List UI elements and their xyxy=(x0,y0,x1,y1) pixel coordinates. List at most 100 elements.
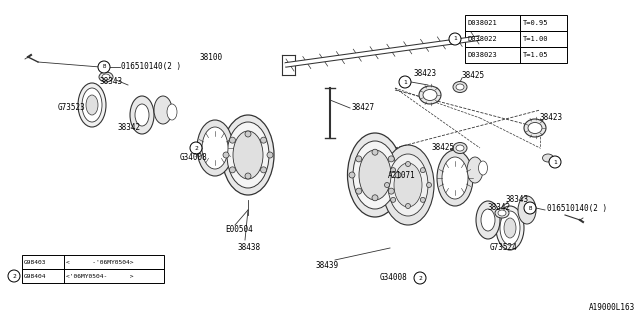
Text: B: B xyxy=(529,205,532,211)
Ellipse shape xyxy=(202,127,228,169)
Ellipse shape xyxy=(78,83,106,127)
Ellipse shape xyxy=(99,72,113,82)
Text: A19000L163: A19000L163 xyxy=(589,303,635,312)
Ellipse shape xyxy=(167,104,177,120)
Ellipse shape xyxy=(456,145,464,151)
Text: 38427: 38427 xyxy=(352,103,375,113)
Text: 2: 2 xyxy=(194,146,198,150)
Ellipse shape xyxy=(524,119,546,137)
Bar xyxy=(22,255,164,269)
Text: 38425: 38425 xyxy=(462,70,485,79)
Text: 38343: 38343 xyxy=(506,196,529,204)
Circle shape xyxy=(426,182,431,188)
Circle shape xyxy=(349,172,355,178)
Text: 38425: 38425 xyxy=(432,143,455,153)
Ellipse shape xyxy=(423,90,437,100)
Circle shape xyxy=(549,156,561,168)
Bar xyxy=(465,15,567,31)
Circle shape xyxy=(245,131,251,137)
Circle shape xyxy=(98,61,110,73)
Circle shape xyxy=(230,137,236,143)
Ellipse shape xyxy=(467,157,483,183)
Circle shape xyxy=(388,156,394,162)
Ellipse shape xyxy=(456,84,464,90)
Ellipse shape xyxy=(518,196,536,224)
Text: <'06MY0504-      >: <'06MY0504- > xyxy=(66,274,134,278)
Ellipse shape xyxy=(82,88,102,122)
Text: 38343: 38343 xyxy=(100,77,123,86)
Circle shape xyxy=(399,76,411,88)
Circle shape xyxy=(260,137,266,143)
Ellipse shape xyxy=(437,150,473,206)
Text: 016510140(2 ): 016510140(2 ) xyxy=(547,204,607,212)
Circle shape xyxy=(356,156,362,162)
Text: A21071: A21071 xyxy=(388,171,416,180)
Circle shape xyxy=(414,272,426,284)
Text: D038021: D038021 xyxy=(467,20,497,26)
Circle shape xyxy=(385,182,390,188)
Bar xyxy=(465,47,567,63)
Text: G34008: G34008 xyxy=(180,154,208,163)
Text: T=0.95: T=0.95 xyxy=(523,20,548,26)
Text: G73524: G73524 xyxy=(490,244,518,252)
Circle shape xyxy=(230,167,236,173)
Ellipse shape xyxy=(353,141,397,209)
Text: T=1.05: T=1.05 xyxy=(523,52,548,58)
Circle shape xyxy=(390,197,396,202)
Text: B: B xyxy=(102,65,106,69)
Text: 38439: 38439 xyxy=(315,260,338,269)
Circle shape xyxy=(372,149,378,155)
Ellipse shape xyxy=(227,122,269,188)
Ellipse shape xyxy=(543,154,554,162)
Ellipse shape xyxy=(495,208,509,218)
Ellipse shape xyxy=(130,96,154,134)
Ellipse shape xyxy=(504,218,516,238)
Text: 2: 2 xyxy=(418,276,422,281)
Text: 38342: 38342 xyxy=(118,124,141,132)
Ellipse shape xyxy=(359,150,391,200)
Text: 1: 1 xyxy=(403,79,407,84)
Ellipse shape xyxy=(500,211,520,245)
Circle shape xyxy=(260,167,266,173)
Ellipse shape xyxy=(496,206,524,250)
Ellipse shape xyxy=(498,210,506,216)
Ellipse shape xyxy=(388,154,428,216)
Text: G98403: G98403 xyxy=(24,260,47,265)
Ellipse shape xyxy=(442,157,468,199)
Ellipse shape xyxy=(348,133,403,217)
Text: T=1.00: T=1.00 xyxy=(523,36,548,42)
Ellipse shape xyxy=(86,95,98,115)
Text: G73523: G73523 xyxy=(58,103,86,113)
Circle shape xyxy=(449,33,461,45)
Text: G34008: G34008 xyxy=(380,274,408,283)
Ellipse shape xyxy=(197,120,233,176)
Ellipse shape xyxy=(154,96,172,124)
Ellipse shape xyxy=(481,209,495,231)
Ellipse shape xyxy=(479,161,488,175)
Circle shape xyxy=(406,162,410,166)
Ellipse shape xyxy=(528,123,542,133)
Text: E00504: E00504 xyxy=(225,226,253,235)
Bar xyxy=(465,31,567,47)
Text: 1: 1 xyxy=(553,159,557,164)
Ellipse shape xyxy=(476,201,500,239)
Ellipse shape xyxy=(382,145,434,225)
Text: 38423: 38423 xyxy=(540,114,563,123)
Circle shape xyxy=(406,204,410,209)
Circle shape xyxy=(420,197,426,202)
Circle shape xyxy=(356,188,362,194)
Circle shape xyxy=(267,152,273,158)
Circle shape xyxy=(8,270,20,282)
Ellipse shape xyxy=(419,86,441,104)
Text: 38423: 38423 xyxy=(413,68,436,77)
Text: 016510140(2 ): 016510140(2 ) xyxy=(121,62,181,71)
Circle shape xyxy=(245,173,251,179)
Text: D038023: D038023 xyxy=(467,52,497,58)
Text: 1: 1 xyxy=(453,36,457,42)
Ellipse shape xyxy=(222,115,274,195)
Circle shape xyxy=(420,168,426,173)
Text: G98404: G98404 xyxy=(24,274,47,278)
Circle shape xyxy=(190,142,202,154)
Circle shape xyxy=(372,195,378,201)
Bar xyxy=(22,269,164,283)
